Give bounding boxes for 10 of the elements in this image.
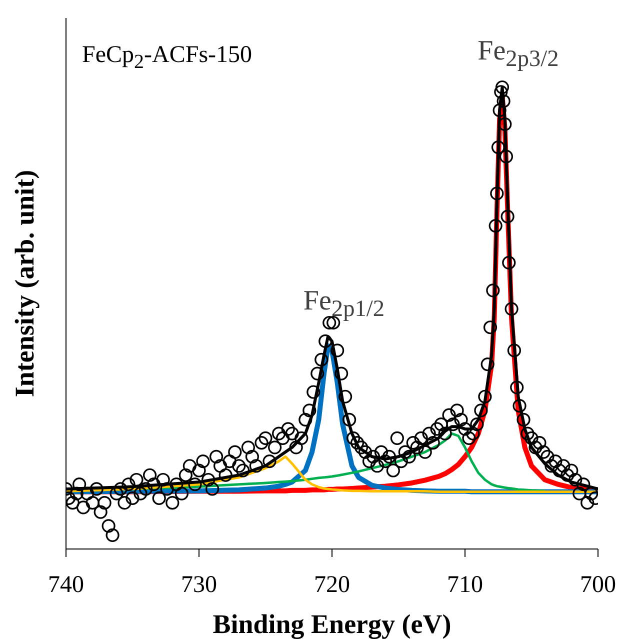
annotation: Fe$_{2p3/2}$: [478, 36, 559, 74]
x-axis-title: Binding Energy (eV): [212, 609, 452, 639]
x-tick-label: 700: [580, 572, 616, 598]
x-tick-label: 740: [48, 572, 84, 598]
x-tick-label: 720: [314, 572, 350, 598]
x-tick-label: 730: [181, 572, 217, 598]
y-axis-title: Intensity (arb. unit): [10, 170, 40, 398]
annotation: Fe$_{2p1/2}$: [303, 285, 385, 323]
x-tick-label: 710: [447, 572, 483, 598]
text: FeCp$_{2}$-ACFs-150: [82, 42, 252, 74]
